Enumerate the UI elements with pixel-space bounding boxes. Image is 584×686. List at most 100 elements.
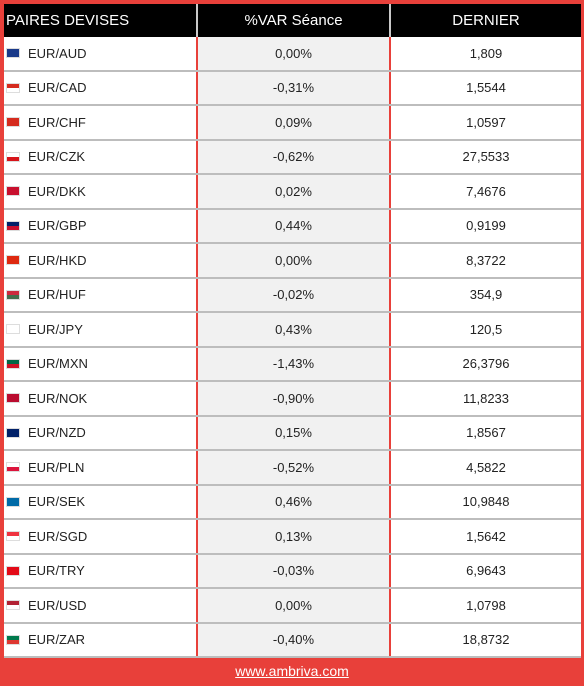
var-cell: -0,90%: [197, 381, 391, 417]
last-cell: 10,9848: [390, 484, 581, 520]
pair-cell: EUR/CHF: [4, 105, 198, 141]
pair-cell: EUR/AUD: [4, 37, 198, 72]
pair-cell: EUR/NZD: [4, 415, 198, 451]
last-cell: 4,5822: [390, 450, 581, 486]
pair-cell: EUR/PLN: [4, 450, 198, 486]
last-cell: 354,9: [390, 277, 581, 313]
table-row: EUR/CHF 0,09% 1,0597: [4, 105, 581, 141]
flag-icon: [6, 82, 20, 93]
flag-icon: [6, 565, 20, 576]
var-cell: -0,52%: [197, 450, 391, 486]
pair-cell: EUR/USD: [4, 588, 198, 624]
table-row: EUR/USD 0,00% 1,0798: [4, 588, 581, 624]
pair-label: EUR/DKK: [28, 183, 86, 199]
header-last: DERNIER: [389, 4, 581, 37]
table-row: EUR/NOK -0,90% 11,8233: [4, 381, 581, 417]
footer-link[interactable]: www.ambriva.com: [235, 663, 349, 679]
flag-icon: [6, 289, 20, 300]
table-row: EUR/JPY 0,43% 120,5: [4, 312, 581, 348]
var-cell: 0,44%: [197, 208, 391, 244]
pair-cell: EUR/MXN: [4, 346, 198, 382]
table-row: EUR/SEK 0,46% 10,9848: [4, 484, 581, 520]
table-row: EUR/HUF -0,02% 354,9: [4, 277, 581, 313]
pair-label: EUR/PLN: [28, 459, 85, 475]
flag-icon: [6, 531, 20, 542]
last-cell: 1,0597: [390, 105, 581, 141]
flag-icon: [6, 255, 20, 266]
pair-cell: EUR/SGD: [4, 519, 198, 555]
pair-label: EUR/TRY: [28, 563, 85, 579]
flag-icon: [6, 358, 20, 369]
pair-cell: EUR/CZK: [4, 139, 198, 175]
pair-label: EUR/USD: [28, 597, 87, 613]
var-cell: 0,00%: [197, 588, 391, 624]
last-cell: 1,5642: [390, 519, 581, 555]
pair-cell: EUR/JPY: [4, 312, 198, 348]
pair-label: EUR/CZK: [28, 149, 86, 165]
pair-label: EUR/JPY: [28, 321, 83, 337]
flag-icon: [6, 220, 20, 231]
pair-cell: EUR/HUF: [4, 277, 198, 313]
var-cell: 0,15%: [197, 415, 391, 451]
table-row: EUR/DKK 0,02% 7,4676: [4, 174, 581, 210]
table-row: EUR/CZK -0,62% 27,5533: [4, 139, 581, 175]
table-row: EUR/SGD 0,13% 1,5642: [4, 519, 581, 555]
flag-icon: [6, 427, 20, 438]
var-cell: 0,00%: [197, 243, 391, 279]
pair-label: EUR/SGD: [28, 528, 88, 544]
var-cell: 0,13%: [197, 519, 391, 555]
pair-label: EUR/MXN: [28, 356, 88, 372]
pair-label: EUR/NOK: [28, 390, 88, 406]
pair-label: EUR/CAD: [28, 80, 87, 96]
table-row: EUR/NZD 0,15% 1,8567: [4, 415, 581, 451]
last-cell: 18,8732: [390, 622, 581, 658]
pair-cell: EUR/ZAR: [4, 622, 198, 658]
pair-cell: EUR/DKK: [4, 174, 198, 210]
last-cell: 1,5544: [390, 70, 581, 106]
pair-cell: EUR/NOK: [4, 381, 198, 417]
var-cell: -0,62%: [197, 139, 391, 175]
flag-icon: [6, 634, 20, 645]
table-row: EUR/HKD 0,00% 8,3722: [4, 243, 581, 279]
table-header-row: PAIRES DEVISES %VAR Séance DERNIER: [4, 4, 581, 37]
var-cell: -0,03%: [197, 553, 391, 589]
var-cell: 0,00%: [197, 37, 391, 72]
pair-label: EUR/CHF: [28, 114, 86, 130]
pair-cell: EUR/SEK: [4, 484, 198, 520]
last-cell: 7,4676: [390, 174, 581, 210]
last-cell: 11,8233: [390, 381, 581, 417]
pair-label: EUR/SEK: [28, 494, 86, 510]
flag-icon: [6, 324, 20, 335]
flag-icon: [6, 186, 20, 197]
var-cell: -1,43%: [197, 346, 391, 382]
flag-icon: [6, 48, 20, 59]
pair-cell: EUR/CAD: [4, 70, 198, 106]
header-var: %VAR Séance: [196, 4, 391, 37]
flag-icon: [6, 117, 20, 128]
pair-cell: EUR/HKD: [4, 243, 198, 279]
last-cell: 120,5: [390, 312, 581, 348]
pair-label: EUR/HKD: [28, 252, 87, 268]
table-row: EUR/ZAR -0,40% 18,8732: [4, 622, 581, 658]
last-cell: 0,9199: [390, 208, 581, 244]
var-cell: 0,09%: [197, 105, 391, 141]
table-row: EUR/AUD 0,00% 1,809: [4, 37, 581, 72]
pair-label: EUR/NZD: [28, 425, 86, 441]
currency-table: PAIRES DEVISES %VAR Séance DERNIER EUR/A…: [4, 4, 581, 658]
var-cell: -0,02%: [197, 277, 391, 313]
flag-icon: [6, 462, 20, 473]
var-cell: 0,46%: [197, 484, 391, 520]
var-cell: 0,43%: [197, 312, 391, 348]
var-cell: 0,02%: [197, 174, 391, 210]
last-cell: 26,3796: [390, 346, 581, 382]
table-row: EUR/CAD -0,31% 1,5544: [4, 70, 581, 106]
table-row: EUR/GBP 0,44% 0,9199: [4, 208, 581, 244]
var-cell: -0,40%: [197, 622, 391, 658]
table-row: EUR/PLN -0,52% 4,5822: [4, 450, 581, 486]
var-cell: -0,31%: [197, 70, 391, 106]
last-cell: 1,809: [390, 37, 581, 72]
pair-label: EUR/AUD: [28, 45, 87, 61]
last-cell: 6,9643: [390, 553, 581, 589]
flag-icon: [6, 496, 20, 507]
